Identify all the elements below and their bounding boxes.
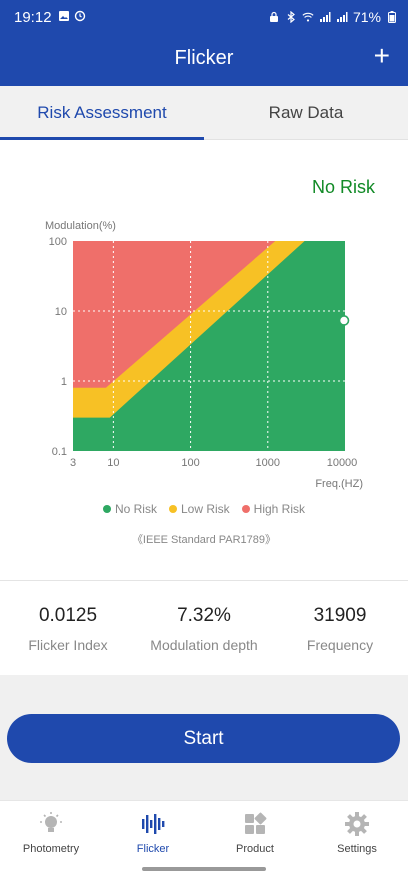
risk-result: No Risk bbox=[311, 177, 375, 197]
nav-label: Settings bbox=[337, 843, 377, 855]
bluetooth-icon bbox=[287, 11, 295, 23]
metric-label: Modulation depth bbox=[150, 637, 258, 653]
no-risk-region bbox=[73, 241, 345, 451]
nav-item-settings[interactable]: Settings bbox=[306, 801, 408, 877]
gallery-icon bbox=[59, 11, 69, 21]
nav-label: Flicker bbox=[136, 843, 170, 855]
metric-flicker-index: 0.0125 Flicker Index bbox=[0, 605, 136, 653]
nav-item-product[interactable]: Product bbox=[204, 801, 306, 877]
signal-icon bbox=[336, 12, 348, 22]
nav-label: Photometry bbox=[22, 843, 80, 855]
legend-dot bbox=[241, 505, 250, 513]
y-tick-label: 1 bbox=[61, 376, 67, 388]
signal-icon bbox=[319, 12, 331, 22]
metric-label: Flicker Index bbox=[28, 637, 108, 653]
x-tick-label: 10000 bbox=[327, 457, 358, 469]
grid-icon bbox=[245, 812, 267, 834]
legend-label: Low Risk bbox=[180, 502, 230, 516]
y-axis-label: Modulation(%) bbox=[45, 220, 116, 232]
divider bbox=[0, 580, 408, 581]
tab-bar: Risk Assessment Raw Data bbox=[0, 86, 408, 140]
legend-dot bbox=[102, 505, 111, 513]
battery-percent: 71% bbox=[352, 9, 381, 25]
wifi-icon bbox=[302, 12, 314, 22]
nav-item-photometry[interactable]: Photometry bbox=[0, 801, 102, 877]
bulb-icon bbox=[40, 812, 62, 832]
legend-low-risk: Low Risk bbox=[168, 502, 230, 516]
bottom-nav: Photometry Flicker Product bbox=[0, 800, 408, 877]
app-bar: 19:12 71% Flicker + bbox=[0, 0, 408, 86]
x-tick-label: 1000 bbox=[256, 457, 280, 469]
x-tick-label: 100 bbox=[181, 457, 199, 469]
metric-value: 31909 bbox=[313, 605, 367, 626]
metric-modulation-depth: 7.32% Modulation depth bbox=[136, 605, 272, 653]
legend-dot bbox=[168, 505, 177, 513]
start-button[interactable]: Start bbox=[7, 714, 400, 763]
page-title: Flicker bbox=[174, 47, 234, 69]
tab-raw-data[interactable]: Raw Data bbox=[268, 103, 344, 122]
x-tick-label: 3 bbox=[70, 457, 76, 469]
standard-note: 《IEEE Standard PAR1789》 bbox=[131, 534, 277, 546]
alarm-icon bbox=[74, 10, 86, 22]
nav-item-flicker[interactable]: Flicker bbox=[102, 801, 204, 877]
battery-icon bbox=[388, 11, 396, 23]
chart-legend: No Risk Low Risk High Risk bbox=[0, 502, 408, 516]
tab-risk-assessment[interactable]: Risk Assessment bbox=[0, 86, 204, 140]
lock-icon bbox=[269, 11, 278, 22]
status-bar: 19:12 71% bbox=[0, 0, 408, 34]
status-time: 19:12 bbox=[14, 9, 52, 26]
nav-label: Product bbox=[236, 843, 274, 855]
waveform-icon bbox=[142, 814, 165, 834]
gear-icon bbox=[345, 812, 369, 836]
x-tick-label: 10 bbox=[107, 457, 119, 469]
x-axis-label: Freq.(HZ) bbox=[315, 478, 363, 490]
metric-value: 0.0125 bbox=[38, 605, 98, 626]
y-tick-label: 10 bbox=[55, 306, 67, 318]
metrics-row: 0.0125 Flicker Index 7.32% Modulation de… bbox=[0, 605, 408, 653]
legend-label: No Risk bbox=[114, 502, 157, 516]
metric-frequency: 31909 Frequency bbox=[272, 605, 408, 653]
metric-label: Frequency bbox=[306, 637, 374, 653]
metric-value: 7.32% bbox=[177, 605, 231, 626]
flicker-risk-chart: 100 10 1 0.1 3 10 100 1000 10000 Modulation(%) Fre… bbox=[0, 210, 408, 500]
measurement-point bbox=[338, 315, 350, 326]
y-tick-label: 0.1 bbox=[52, 446, 67, 458]
add-button[interactable]: + bbox=[373, 40, 390, 71]
legend-label: High Risk bbox=[253, 502, 306, 516]
home-indicator bbox=[142, 867, 266, 871]
chart-svg: 100 10 1 0.13 10 100 1000 10000 Modulation(%) Fre… bbox=[45, 220, 363, 490]
legend-no-risk: No Risk bbox=[102, 502, 157, 516]
legend-high-risk: High Risk bbox=[241, 502, 306, 516]
y-tick-label: 100 bbox=[49, 236, 67, 248]
